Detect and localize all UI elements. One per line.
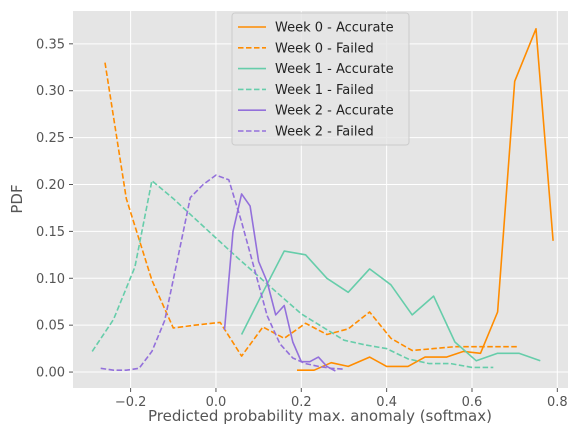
x-axis-label: Predicted probability max. anomaly (soft… <box>148 407 492 425</box>
x-axis-ticks: −0.2 0.0 0.2 0.4 0.6 0.8 <box>115 388 568 410</box>
legend-box <box>231 12 410 146</box>
y-axis-ticks: 0.00 0.05 0.10 0.15 0.20 0.25 0.30 0.35 <box>36 37 73 381</box>
y-tick-label: 0.10 <box>36 272 65 287</box>
y-tick-label: 0.20 <box>36 178 65 193</box>
series-line-week-0-failed <box>104 62 519 357</box>
y-tick-label: 0.25 <box>36 131 65 146</box>
series-line-week-2-failed <box>100 174 345 372</box>
series-group <box>91 27 554 372</box>
y-tick-label: 0.05 <box>36 319 65 334</box>
x-tick-label: 0.8 <box>547 395 568 410</box>
x-tick-label: 0.6 <box>462 395 483 410</box>
y-axis-label: PDF <box>8 184 26 213</box>
legend: Week 0 - Accurate Week 0 - Failed Week 1 -… <box>231 12 410 146</box>
series-line-week-0-accurate <box>297 27 554 372</box>
x-tick-label: 0.2 <box>291 395 312 410</box>
y-tick-label: 0.15 <box>36 225 65 240</box>
series-line-week-1-failed <box>91 179 494 369</box>
legend-label-week-0-accurate: Week 0 - Accurate <box>275 21 394 36</box>
series-line-week-2-accurate <box>223 193 336 372</box>
legend-label-week-1-accurate: Week 1 - Accurate <box>275 62 394 77</box>
legend-label-week-0-failed: Week 0 - Failed <box>275 41 374 56</box>
series-line-week-1-accurate <box>240 250 541 362</box>
y-tick-label: 0.00 <box>36 366 65 381</box>
y-tick-label: 0.35 <box>36 37 65 52</box>
legend-label-week-2-accurate: Week 2 - Accurate <box>275 104 394 119</box>
legend-label-week-1-failed: Week 1 - Failed <box>275 83 374 98</box>
x-tick-label: 0.0 <box>206 395 227 410</box>
x-tick-label: −0.2 <box>115 395 147 410</box>
y-tick-label: 0.30 <box>36 84 65 99</box>
legend-label-week-2-failed: Week 2 - Failed <box>275 125 374 140</box>
x-tick-label: 0.4 <box>376 395 397 410</box>
